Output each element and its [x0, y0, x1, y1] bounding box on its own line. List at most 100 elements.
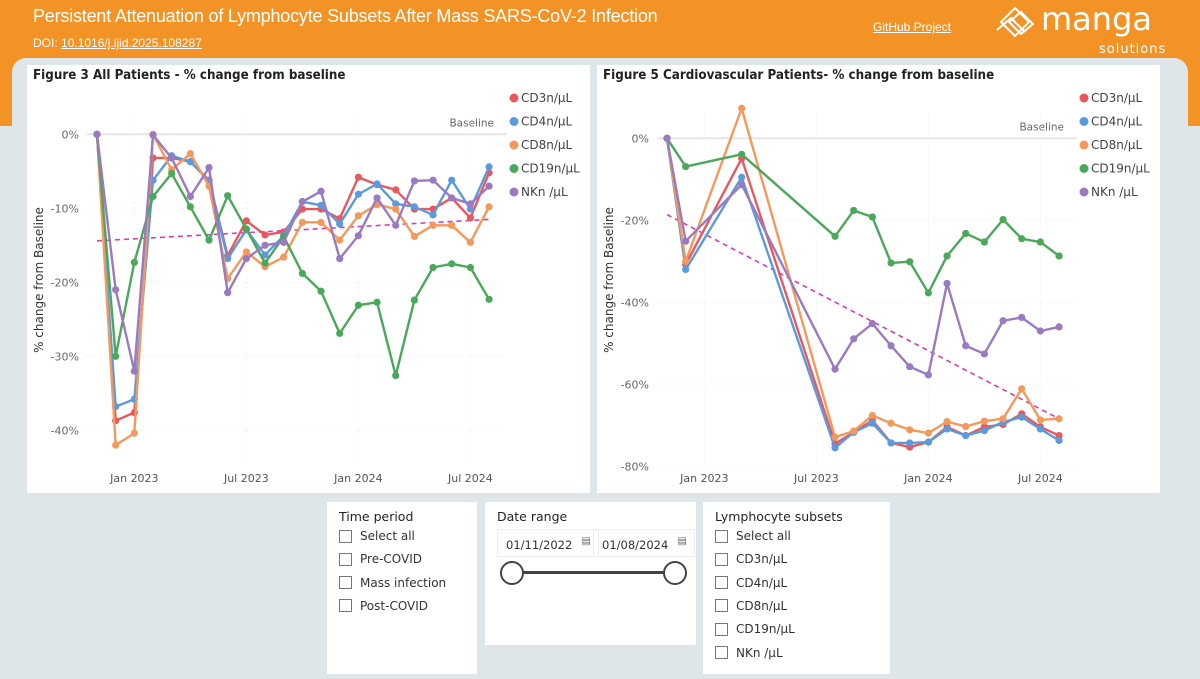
- data-point: [868, 419, 876, 427]
- legend-label: NKn /µL: [521, 185, 568, 199]
- y-tick-label: -80%: [621, 460, 649, 473]
- lymphocyte-subsets-slicer: Lymphocyte subsets Select all CD3n/µL CD4n…: [703, 502, 890, 674]
- checkbox[interactable]: [339, 552, 352, 566]
- date-slider-track[interactable]: [511, 571, 675, 574]
- slicer-option[interactable]: Pre-COVID: [339, 552, 422, 566]
- option-label: CD8n/µL: [736, 598, 788, 613]
- start-date-input[interactable]: 01/11/2022 ▤: [497, 529, 599, 557]
- data-point: [738, 181, 746, 189]
- github-project-link[interactable]: GitHub Project: [873, 20, 952, 34]
- legend-label: CD4n/µL: [1091, 115, 1143, 129]
- data-point: [868, 411, 876, 420]
- data-point: [392, 186, 400, 194]
- legend-marker: [509, 187, 519, 197]
- date-slider-end-handle[interactable]: [663, 561, 687, 585]
- data-point: [280, 238, 288, 246]
- data-point: [168, 154, 176, 162]
- data-point: [999, 317, 1007, 325]
- slicer-option[interactable]: Select all: [715, 529, 791, 543]
- data-point: [485, 163, 493, 171]
- data-point: [130, 367, 138, 375]
- data-point: [336, 220, 344, 228]
- option-label: NKn /µL: [736, 645, 783, 660]
- option-label: Select all: [736, 529, 791, 543]
- slicer-option[interactable]: NKn /µL: [715, 646, 783, 660]
- checkbox[interactable]: [339, 529, 352, 543]
- data-point: [1018, 385, 1026, 393]
- x-tick-label: Jan 2024: [333, 472, 382, 485]
- date-slider-start-handle[interactable]: [500, 561, 524, 585]
- calendar-icon[interactable]: ▤: [581, 536, 591, 547]
- data-point: [738, 150, 746, 158]
- data-point: [354, 232, 362, 240]
- data-point: [261, 241, 269, 249]
- data-point: [392, 200, 400, 208]
- data-point: [682, 162, 690, 171]
- data-point: [373, 298, 381, 306]
- data-point: [1055, 436, 1063, 445]
- data-point: [261, 251, 269, 259]
- checkbox[interactable]: [339, 599, 352, 613]
- x-tick-label: Jan 2023: [109, 472, 158, 485]
- data-point: [485, 182, 493, 190]
- y-tick-label: -30%: [51, 350, 79, 363]
- slicer-option[interactable]: CD3n/µL: [715, 552, 787, 566]
- legend-marker: [1079, 164, 1089, 173]
- data-point: [242, 255, 250, 263]
- option-label: CD4n/µL: [736, 575, 788, 590]
- checkbox[interactable]: [339, 576, 352, 590]
- doi-link[interactable]: 10.1016/j.ijid.2025.108287: [61, 36, 202, 50]
- slicer-option[interactable]: Mass infection: [339, 576, 446, 590]
- calendar-icon[interactable]: ▤: [677, 536, 687, 547]
- data-point: [242, 217, 250, 225]
- data-point: [354, 190, 362, 198]
- data-point: [261, 231, 269, 239]
- data-point: [1018, 413, 1026, 421]
- data-point: [868, 213, 876, 221]
- data-point: [317, 201, 325, 209]
- data-point: [354, 212, 362, 220]
- data-point: [466, 263, 474, 272]
- data-point: [186, 192, 194, 201]
- data-point: [224, 192, 232, 200]
- data-point: [682, 265, 690, 274]
- data-point: [943, 252, 951, 260]
- option-label: Mass infection: [360, 575, 447, 590]
- data-point: [980, 427, 988, 435]
- data-point: [738, 104, 746, 112]
- date-range-slicer: Date range 01/11/2022 ▤ 01/08/2024 ▤: [485, 502, 696, 645]
- data-point: [280, 253, 288, 261]
- checkbox[interactable]: [715, 622, 728, 636]
- data-point: [980, 238, 988, 246]
- data-point: [943, 418, 951, 426]
- checkbox[interactable]: [715, 646, 728, 659]
- end-date-value: 01/08/2024: [602, 538, 669, 552]
- data-point: [980, 417, 988, 425]
- data-point: [466, 238, 474, 246]
- slicer-option[interactable]: Post-COVID: [339, 599, 428, 613]
- data-point: [682, 237, 690, 245]
- end-date-input[interactable]: 01/08/2024 ▤: [593, 529, 695, 557]
- checkbox[interactable]: [715, 599, 728, 613]
- data-point: [1018, 235, 1026, 243]
- slicer-option[interactable]: CD4n/µL: [715, 576, 787, 590]
- data-point: [410, 177, 418, 185]
- checkbox[interactable]: [715, 529, 728, 543]
- data-point: [1055, 323, 1063, 331]
- data-point: [868, 320, 876, 328]
- data-point: [392, 221, 400, 229]
- slicer-option[interactable]: CD8n/µL: [715, 599, 787, 613]
- option-label: Post-COVID: [360, 598, 429, 613]
- chart-title: Figure 5 Cardiovascular Patients- % chan…: [603, 68, 995, 83]
- doi-line: DOI: 10.1016/j.ijid.2025.108287: [33, 36, 202, 50]
- data-point: [242, 248, 250, 256]
- data-point: [850, 427, 858, 435]
- data-point: [1055, 415, 1063, 423]
- legend-marker: [1079, 93, 1089, 103]
- slicer-option[interactable]: CD19n/µL: [715, 622, 795, 636]
- data-point: [261, 259, 269, 267]
- slicer-option[interactable]: Select all: [339, 529, 415, 543]
- checkbox[interactable]: [715, 576, 728, 590]
- checkbox[interactable]: [715, 552, 728, 566]
- data-point: [943, 425, 951, 433]
